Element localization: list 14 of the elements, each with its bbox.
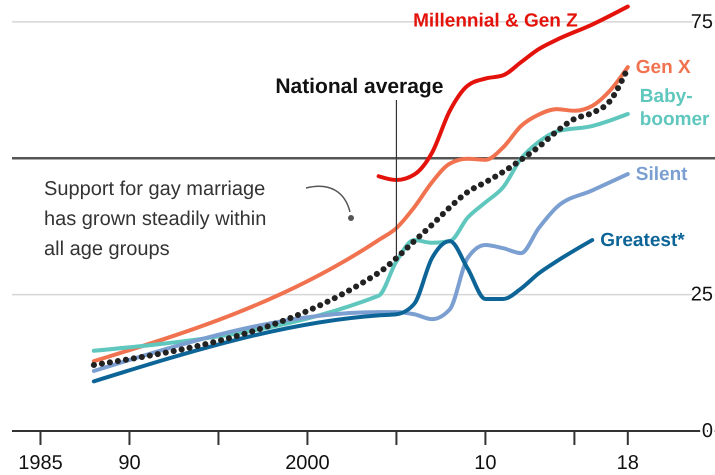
series-label: Silent <box>636 164 688 186</box>
series-label: Gen X <box>636 57 692 78</box>
x-tick-label: 10 <box>474 452 497 474</box>
x-tick-label: 18 <box>616 452 639 474</box>
y-tick-label: 25 <box>690 284 713 306</box>
x-tick-label: 90 <box>118 452 141 474</box>
x-tick-label: 1985 <box>18 452 63 474</box>
series-label: Baby-boomer <box>640 86 710 130</box>
y-tick-label: 75 <box>690 10 713 33</box>
series-label: Greatest* <box>600 230 686 252</box>
annotation: Support for gay marriage has grown steadily within all age groups <box>44 178 266 260</box>
annotation: National average <box>275 75 444 98</box>
series-label: Millennial & Gen Z <box>413 10 578 32</box>
x-tick-label: 2000 <box>285 452 330 474</box>
